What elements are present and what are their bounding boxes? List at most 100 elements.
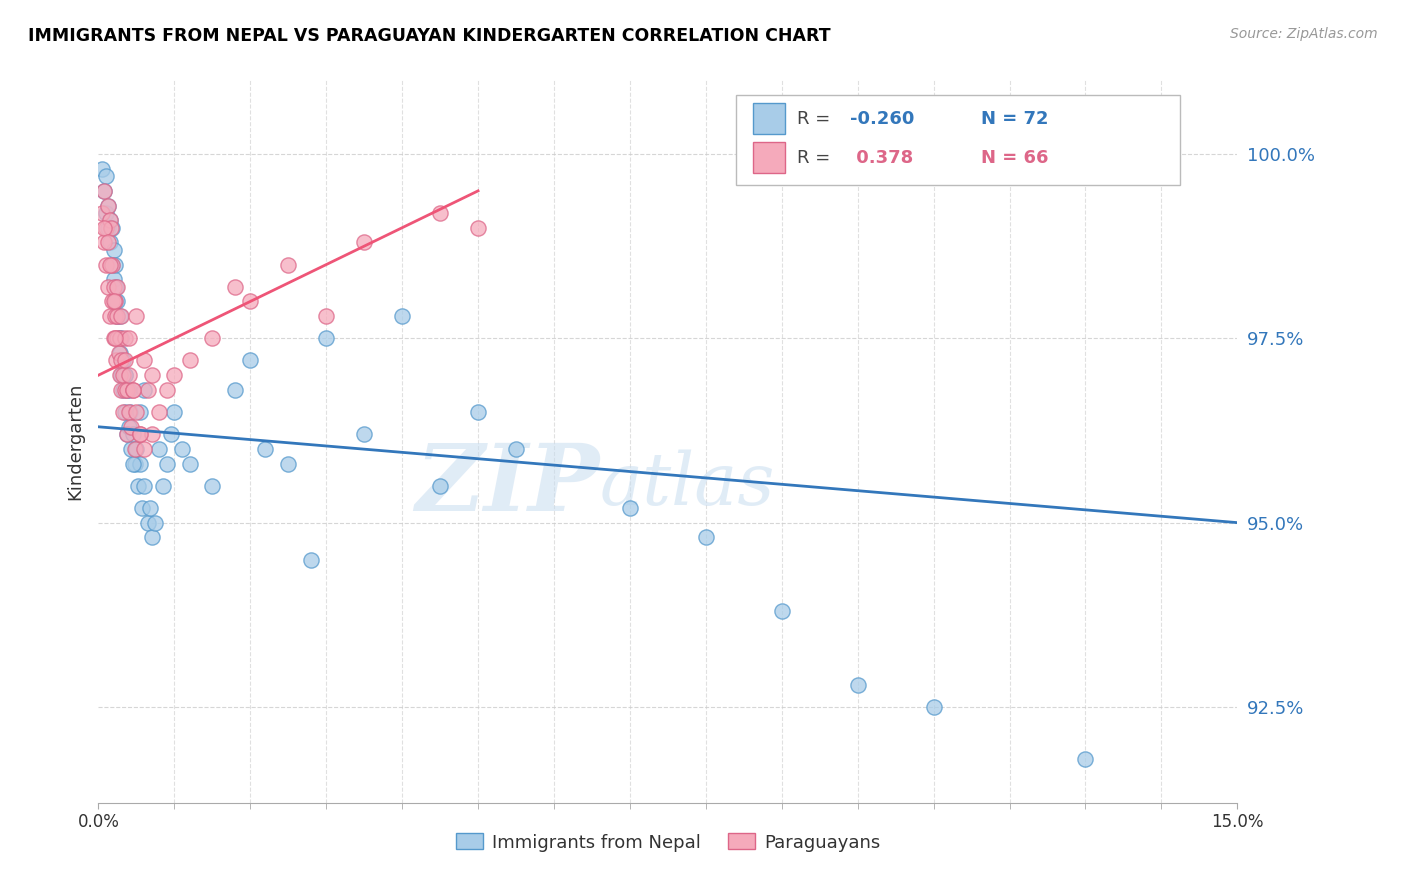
Legend: Immigrants from Nepal, Paraguayans: Immigrants from Nepal, Paraguayans (449, 826, 887, 859)
Point (315, 331, 337, 345)
Point (132, 479, 155, 493)
Point (159, 427, 181, 442)
Point (136, 516, 159, 530)
Text: atlas: atlas (599, 450, 775, 520)
Point (125, 405, 148, 419)
Point (127, 479, 149, 493)
Point (299, 552, 322, 566)
Text: R =: R = (797, 110, 835, 128)
Point (107, 279, 129, 293)
Text: -0.260: -0.260 (851, 110, 914, 128)
Point (104, 331, 127, 345)
Point (124, 442, 146, 456)
Text: N = 72: N = 72 (981, 110, 1049, 128)
Point (93, 235, 115, 250)
Point (131, 500, 153, 515)
Point (239, 294, 262, 309)
Point (118, 331, 141, 345)
Point (103, 243, 125, 257)
Point (111, 353, 134, 368)
Point (108, 368, 131, 383)
Point (114, 331, 136, 345)
Point (129, 427, 152, 442)
Point (118, 419, 141, 434)
Point (120, 442, 142, 456)
Point (108, 331, 131, 345)
Point (104, 294, 127, 309)
Point (148, 442, 170, 456)
Text: Source: ZipAtlas.com: Source: ZipAtlas.com (1230, 27, 1378, 41)
Point (112, 405, 135, 419)
Point (922, 700, 945, 714)
Point (125, 442, 148, 456)
Point (103, 331, 125, 345)
Point (112, 383, 135, 397)
Point (132, 353, 155, 368)
Point (201, 479, 224, 493)
Point (98, 309, 121, 323)
Point (101, 258, 124, 272)
Point (94, 258, 117, 272)
Point (156, 383, 179, 397)
Y-axis label: Kindergarten: Kindergarten (66, 383, 84, 500)
Point (101, 258, 124, 272)
Point (107, 331, 129, 345)
Point (94, 169, 117, 183)
Point (429, 479, 451, 493)
Point (121, 383, 143, 397)
Point (129, 427, 152, 442)
Point (110, 368, 132, 383)
Point (115, 427, 138, 442)
Point (110, 309, 132, 323)
Point (121, 383, 143, 397)
Point (125, 309, 148, 323)
Point (97, 199, 120, 213)
Point (156, 457, 179, 471)
Point (93, 184, 115, 198)
Point (114, 383, 136, 397)
Point (148, 405, 170, 419)
Point (108, 346, 131, 360)
Point (152, 479, 174, 493)
Point (277, 258, 299, 272)
Point (429, 206, 451, 220)
Point (91, 206, 114, 220)
Point (103, 272, 125, 286)
Point (104, 279, 127, 293)
Point (97, 279, 120, 293)
Point (145, 516, 167, 530)
Point (114, 368, 136, 383)
Point (98, 235, 121, 250)
Point (467, 220, 489, 235)
Point (107, 294, 129, 309)
FancyBboxPatch shape (737, 95, 1181, 185)
Point (104, 309, 127, 323)
Point (141, 427, 163, 442)
Point (94, 220, 117, 235)
Point (136, 383, 159, 397)
Point (239, 353, 262, 368)
Point (96, 220, 118, 235)
Point (124, 457, 146, 471)
Point (110, 353, 132, 368)
Point (108, 346, 131, 360)
Point (111, 368, 134, 383)
Text: IMMIGRANTS FROM NEPAL VS PARAGUAYAN KINDERGARTEN CORRELATION CHART: IMMIGRANTS FROM NEPAL VS PARAGUAYAN KIND… (28, 27, 831, 45)
Point (391, 309, 413, 323)
Point (170, 442, 193, 456)
Point (107, 309, 129, 323)
Point (120, 419, 142, 434)
Point (254, 442, 277, 456)
Point (114, 405, 136, 419)
Point (163, 368, 186, 383)
Point (93, 184, 115, 198)
Point (129, 457, 152, 471)
Point (139, 500, 162, 515)
Point (770, 604, 793, 618)
Point (115, 383, 138, 397)
Point (132, 442, 155, 456)
FancyBboxPatch shape (754, 143, 785, 173)
Point (96, 199, 118, 213)
Point (107, 309, 129, 323)
Point (104, 353, 127, 368)
